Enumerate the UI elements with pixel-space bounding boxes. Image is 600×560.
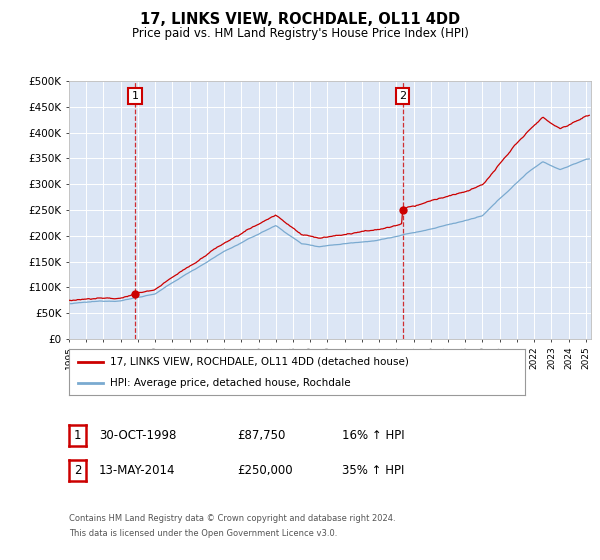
Text: 17, LINKS VIEW, ROCHDALE, OL11 4DD (detached house): 17, LINKS VIEW, ROCHDALE, OL11 4DD (deta… [110,357,409,367]
Text: Contains HM Land Registry data © Crown copyright and database right 2024.: Contains HM Land Registry data © Crown c… [69,514,395,523]
Text: 16% ↑ HPI: 16% ↑ HPI [342,429,404,442]
Text: 17, LINKS VIEW, ROCHDALE, OL11 4DD: 17, LINKS VIEW, ROCHDALE, OL11 4DD [140,12,460,27]
Text: Price paid vs. HM Land Registry's House Price Index (HPI): Price paid vs. HM Land Registry's House … [131,27,469,40]
Text: 1: 1 [131,91,139,101]
Text: 35% ↑ HPI: 35% ↑ HPI [342,464,404,477]
Text: 1: 1 [74,429,81,442]
Text: This data is licensed under the Open Government Licence v3.0.: This data is licensed under the Open Gov… [69,529,337,538]
Text: £250,000: £250,000 [237,464,293,477]
Text: 13-MAY-2014: 13-MAY-2014 [99,464,176,477]
Text: 2: 2 [74,464,81,477]
Text: £87,750: £87,750 [237,429,286,442]
Text: HPI: Average price, detached house, Rochdale: HPI: Average price, detached house, Roch… [110,379,350,388]
Text: 2: 2 [399,91,406,101]
Text: 30-OCT-1998: 30-OCT-1998 [99,429,176,442]
